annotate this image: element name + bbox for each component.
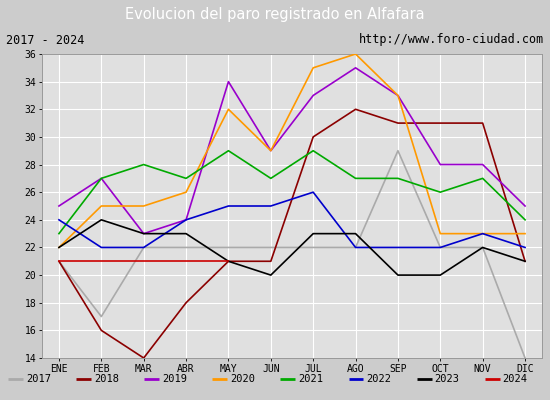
Text: Evolucion del paro registrado en Alfafara: Evolucion del paro registrado en Alfafar…: [125, 6, 425, 22]
Text: 2019: 2019: [162, 374, 187, 384]
Text: 2024: 2024: [502, 374, 527, 384]
Text: http://www.foro-ciudad.com: http://www.foro-ciudad.com: [359, 34, 544, 46]
Text: 2020: 2020: [230, 374, 255, 384]
Text: 2021: 2021: [298, 374, 323, 384]
Text: 2023: 2023: [434, 374, 459, 384]
Text: 2022: 2022: [366, 374, 391, 384]
Text: 2017 - 2024: 2017 - 2024: [6, 34, 84, 46]
Text: 2017: 2017: [26, 374, 51, 384]
Text: 2018: 2018: [94, 374, 119, 384]
